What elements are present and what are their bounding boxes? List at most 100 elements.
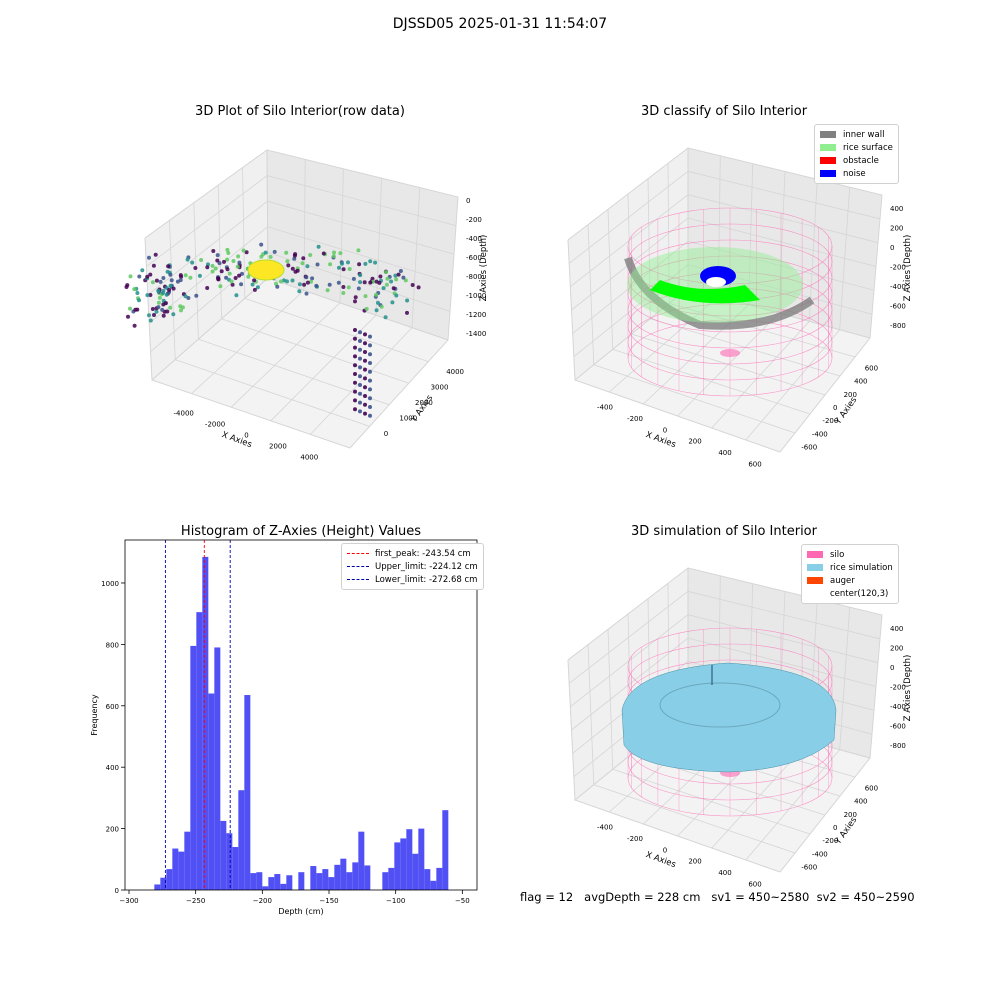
raw-point [353, 295, 358, 300]
raw-points [124, 242, 421, 418]
raw-point [169, 278, 174, 283]
x-tick-label: 0 [663, 846, 667, 854]
raw-point [340, 261, 344, 266]
y-tick-label: 0 [833, 404, 837, 412]
y-tick-label: 0 [115, 887, 119, 895]
histogram-bar [208, 693, 215, 890]
raw-point [358, 330, 362, 335]
raw-point [300, 261, 305, 266]
raw-point [161, 276, 166, 280]
raw-point [160, 291, 165, 295]
y-tick-label: 800 [106, 641, 119, 649]
raw-point [358, 273, 363, 278]
x-tick-label: −50 [455, 897, 470, 905]
raw-point [194, 293, 199, 298]
raw-point [252, 278, 257, 283]
y-tick-label: 200 [844, 811, 857, 819]
raw-point [353, 398, 357, 403]
raw-point [241, 248, 246, 253]
status-sv2: sv2 = 450~2590 [816, 890, 915, 904]
raw-point [327, 282, 332, 287]
z-tick-label: 200 [890, 225, 903, 233]
raw-point [171, 312, 176, 317]
raw-point [325, 288, 330, 293]
raw-point [135, 291, 140, 295]
raw-point [178, 278, 183, 283]
raw-point [383, 270, 388, 275]
z-axis-label: Z Axies (Depth) [903, 235, 913, 302]
histogram-bar [322, 869, 329, 890]
raw-point [215, 258, 220, 263]
rice-simulation-surface [621, 662, 837, 773]
legend-line [347, 566, 369, 567]
z-tick-label: -600 [890, 303, 906, 311]
raw-point [259, 242, 264, 247]
raw-point [358, 365, 362, 370]
raw-point [363, 341, 367, 346]
raw-point [154, 278, 159, 283]
x-tick-label: 600 [748, 460, 761, 468]
y-tick-label: 4000 [446, 368, 464, 376]
x-tick-label: -400 [597, 404, 613, 412]
x-tick-label: -2000 [205, 421, 225, 429]
grid-line [869, 194, 883, 339]
raw-point [368, 413, 372, 418]
raw-point [239, 282, 244, 287]
raw-point [199, 258, 204, 262]
raw-point [193, 266, 198, 270]
grid-line [779, 757, 871, 873]
histogram-bar [418, 828, 425, 890]
legend-swatch [820, 144, 836, 151]
raw-point [211, 249, 216, 253]
raw-point [368, 405, 372, 409]
raw-point [346, 285, 351, 290]
histogram-bar [358, 831, 365, 890]
raw-point [215, 253, 220, 258]
legend-label: center(120,3) [830, 588, 889, 599]
raw-point [368, 334, 372, 339]
raw-point [165, 309, 170, 314]
grid-line [191, 290, 305, 394]
histogram-bar [394, 842, 401, 890]
histogram-bar [160, 877, 167, 890]
raw-point [363, 350, 367, 354]
x-tick-label: 0 [663, 426, 667, 434]
raw-point [358, 400, 362, 405]
legend-item-rice-simulation: rice simulation [807, 561, 893, 574]
raw-point [297, 289, 302, 294]
raw-point [263, 250, 268, 255]
y-tick-label: 400 [854, 798, 867, 806]
raw-point [226, 251, 231, 255]
raw-point [405, 310, 409, 315]
z-tick-label: -600 [466, 254, 482, 262]
plot-frame [124, 539, 478, 891]
z-tick-label: -800 [890, 742, 906, 750]
rice-surface-contour [659, 682, 781, 728]
histogram-bar [352, 862, 359, 890]
raw-point [374, 308, 379, 313]
raw-point [353, 380, 357, 385]
raw-point [190, 260, 195, 265]
classify-legend: inner wall rice surface obstacle noise [814, 124, 899, 184]
y-tick-label: -200 [822, 837, 838, 845]
raw-point [132, 323, 137, 328]
raw-point [185, 257, 190, 262]
x-tick-label: −300 [119, 897, 138, 905]
x-tick-label: 200 [688, 438, 701, 446]
raw-point [396, 272, 401, 277]
legend-label: silo [830, 549, 845, 560]
histogram-bar [382, 872, 389, 890]
raw-point [133, 307, 138, 312]
y-tick-label: 0 [384, 430, 388, 438]
legend-item-rice-surface: rice surface [820, 141, 893, 154]
raw-point [183, 294, 188, 299]
raw-point [230, 282, 235, 287]
grid-line [144, 237, 153, 381]
x-tick-label: 400 [718, 449, 731, 457]
histogram-bar [196, 612, 203, 890]
z-tick-label: 200 [890, 645, 903, 653]
z-tick-label: -1000 [466, 292, 486, 300]
raw-point [147, 313, 151, 318]
